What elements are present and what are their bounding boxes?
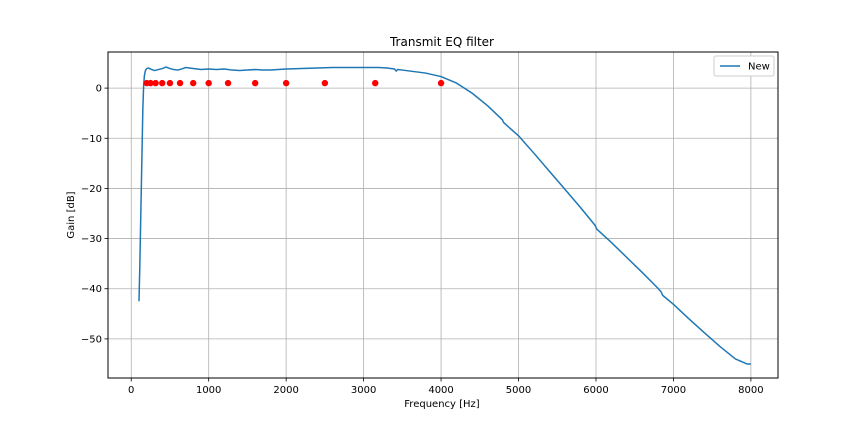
- y-axis: 0 −10 −20 −30 −40 −50: [81, 84, 108, 345]
- legend: New: [713, 55, 775, 77]
- y-tick-label: −50: [81, 334, 102, 345]
- scatter-point: [176, 79, 184, 87]
- y-tick-label: −30: [81, 234, 102, 245]
- scatter-point: [190, 79, 197, 87]
- x-axis: 0 1000 2000 3000 4000 5000 6000 7000 8000: [128, 378, 764, 396]
- y-tick-label: −20: [81, 184, 102, 195]
- scatter-point: [147, 79, 154, 87]
- x-tick-label: 1000: [196, 385, 221, 396]
- plot-frame: [107, 51, 779, 379]
- scatter-point: [205, 79, 212, 87]
- y-tick-label: −10: [81, 134, 102, 145]
- chart-title: Transmit EQ filter: [389, 35, 494, 49]
- scatter-point: [282, 79, 290, 87]
- scatter-point: [166, 79, 174, 87]
- y-tick-label: −40: [81, 284, 102, 295]
- x-tick-label: 2000: [273, 385, 298, 396]
- legend-label-new: New: [748, 62, 770, 73]
- legend-box: [713, 55, 775, 77]
- x-tick-label: 5000: [506, 385, 531, 396]
- y-tick-label: 0: [96, 84, 102, 95]
- series-line-new: [138, 66, 751, 365]
- x-tick-label: 8000: [738, 385, 763, 396]
- scatter-point: [159, 79, 166, 87]
- scatter-point: [251, 79, 259, 87]
- y-axis-label: Gain [dB]: [66, 191, 77, 238]
- scatter-point: [152, 79, 159, 87]
- x-tick-label: 7000: [661, 385, 686, 396]
- x-tick-label: 4000: [428, 385, 453, 396]
- x-tick-label: 6000: [583, 385, 608, 396]
- scatter-point: [437, 79, 445, 87]
- series-layer: [138, 66, 751, 365]
- grid: [108, 52, 778, 378]
- scatter-point: [372, 79, 379, 87]
- scatter-point: [224, 79, 232, 87]
- x-axis-label: Frequency [Hz]: [404, 399, 480, 410]
- scatter-point: [321, 79, 329, 87]
- x-tick-label: 3000: [351, 385, 376, 396]
- x-tick-label: 0: [128, 385, 134, 396]
